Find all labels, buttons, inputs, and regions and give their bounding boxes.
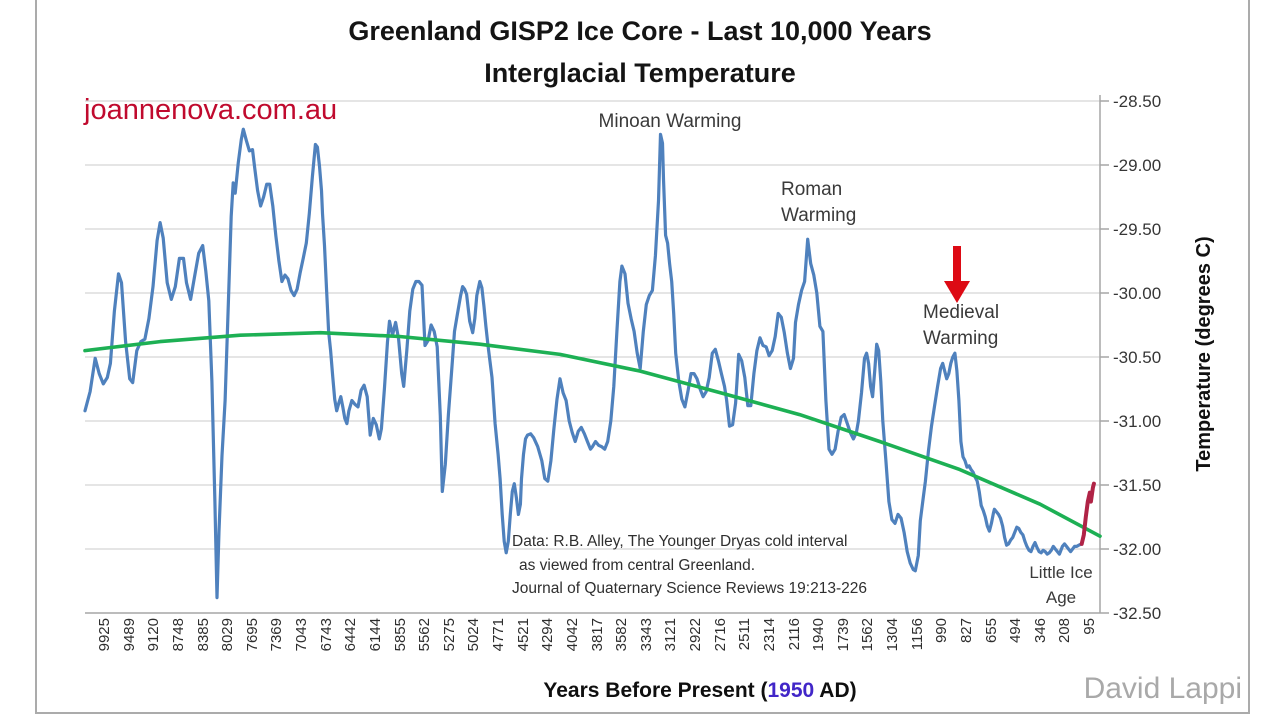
x-tick-label: 1562	[859, 618, 877, 652]
x-tick-label: 9925	[96, 618, 113, 652]
annotation-lia-line2: Age	[1045, 588, 1077, 607]
x-tick-label: 2314	[760, 618, 778, 652]
annotation-roman-line1: Roman	[781, 179, 843, 200]
x-tick-label: 3121	[662, 618, 680, 652]
y-tick-label: -30.00	[1113, 284, 1162, 303]
x-tick-label: 6144	[366, 618, 384, 652]
x-tick-label: 3582	[613, 618, 631, 652]
x-tick-label: 990	[933, 618, 951, 644]
x-tick-label: 3817	[588, 618, 606, 652]
x-tick-label: 6743	[317, 618, 335, 652]
x-axis-title: Years Before Present (1950 AD)	[455, 679, 945, 703]
annotation-minoan-warming: Minoan Warming	[598, 111, 742, 132]
y-tick-label: -31.50	[1113, 476, 1162, 495]
x-axis-title-year: 1950	[767, 679, 815, 702]
x-tick-label: 494	[1007, 618, 1025, 644]
y-tick-label: -32.00	[1113, 540, 1162, 559]
citation-line1: Data: R.B. Alley, The Younger Dryas cold…	[512, 533, 848, 550]
y-axis-title: Temperature (degrees C)	[1193, 236, 1215, 472]
y-tick-label: -29.00	[1113, 156, 1162, 175]
citation-line2: as viewed from central Greenland.	[519, 556, 756, 574]
x-tick-label: 9120	[145, 618, 163, 652]
y-tick-label: -31.00	[1113, 412, 1162, 431]
x-tick-label: 7043	[293, 618, 310, 652]
y-tick-label: -29.50	[1113, 220, 1162, 239]
x-tick-label: 8385	[194, 618, 212, 652]
annotation-medieval-line1: Medieval	[923, 302, 1000, 323]
annotation-medieval-warming: Medieval Warming	[923, 300, 1043, 352]
x-axis-title-prefix: Years Before Present (	[543, 679, 768, 702]
x-tick-label: 4042	[563, 618, 581, 652]
gridlines	[85, 100, 1109, 614]
x-tick-label: 827	[957, 618, 975, 644]
x-tick-label: 208	[1056, 618, 1074, 644]
y-tick-label: -32.50	[1113, 604, 1162, 623]
x-tick-label: 3343	[637, 618, 655, 652]
y-tick-label: -30.50	[1113, 348, 1162, 367]
x-tick-label: 1304	[884, 618, 901, 652]
x-tick-label: 1940	[810, 618, 828, 652]
data-citation: Data: R.B. Alley, The Younger Dryas cold…	[512, 530, 932, 601]
x-tick-label: 2922	[687, 618, 704, 652]
x-tick-label: 9489	[120, 618, 138, 652]
annotation-roman-warming: Roman Warming	[781, 177, 901, 229]
x-tick-label: 5275	[440, 618, 458, 652]
x-tick-label: 2511	[736, 618, 754, 651]
x-tick-label: 2116	[785, 618, 803, 651]
x-tick-label: 2716	[711, 618, 729, 652]
watermark-joannenova: joannenova.com.au	[84, 94, 338, 126]
x-tick-label: 6442	[342, 618, 360, 652]
annotation-roman-line2: Warming	[781, 205, 857, 226]
slide-border	[35, 0, 1250, 714]
trend-line	[83, 330, 1102, 539]
x-tick-label: 346	[1031, 618, 1049, 644]
annotation-lia-line1: Little Ice	[1029, 563, 1093, 582]
data-series	[83, 127, 1102, 600]
annotation-little-ice-age: Little Ice Age	[1010, 560, 1112, 610]
x-tick-label: 4771	[490, 618, 507, 652]
x-tick-label: 5024	[465, 618, 483, 652]
x-tick-label: 7695	[243, 618, 261, 652]
x-tick-label: 5855	[391, 618, 409, 652]
x-axis-title-suffix: AD)	[814, 679, 857, 702]
citation-line3: Journal of Quaternary Science Reviews 19…	[512, 580, 867, 597]
x-tick-label: 5562	[416, 618, 434, 652]
temperature-line	[83, 127, 1084, 600]
author-credit: David Lappi	[1083, 672, 1242, 705]
x-tick-label: 655	[982, 618, 1000, 644]
x-tick-label: 4294	[539, 618, 557, 652]
annotation-medieval-line2: Warming	[923, 328, 999, 349]
x-tick-label: 1156	[908, 618, 926, 651]
x-tick-label: 95	[1081, 618, 1098, 635]
x-tick-label: 1739	[834, 618, 852, 652]
x-tick-label: 8748	[169, 618, 187, 652]
x-tick-label: 4521	[514, 618, 532, 652]
chart-title-line1: Greenland GISP2 Ice Core - Last 10,000 Y…	[348, 16, 932, 46]
y-tick-label: -28.50	[1113, 92, 1162, 111]
recent-warming-line	[1079, 481, 1096, 546]
medieval-warming-arrow-icon	[944, 246, 970, 303]
chart-title-line2: Interglacial Temperature	[484, 58, 796, 88]
x-tick-label: 7369	[268, 618, 286, 652]
x-tick-label: 8029	[219, 618, 237, 652]
